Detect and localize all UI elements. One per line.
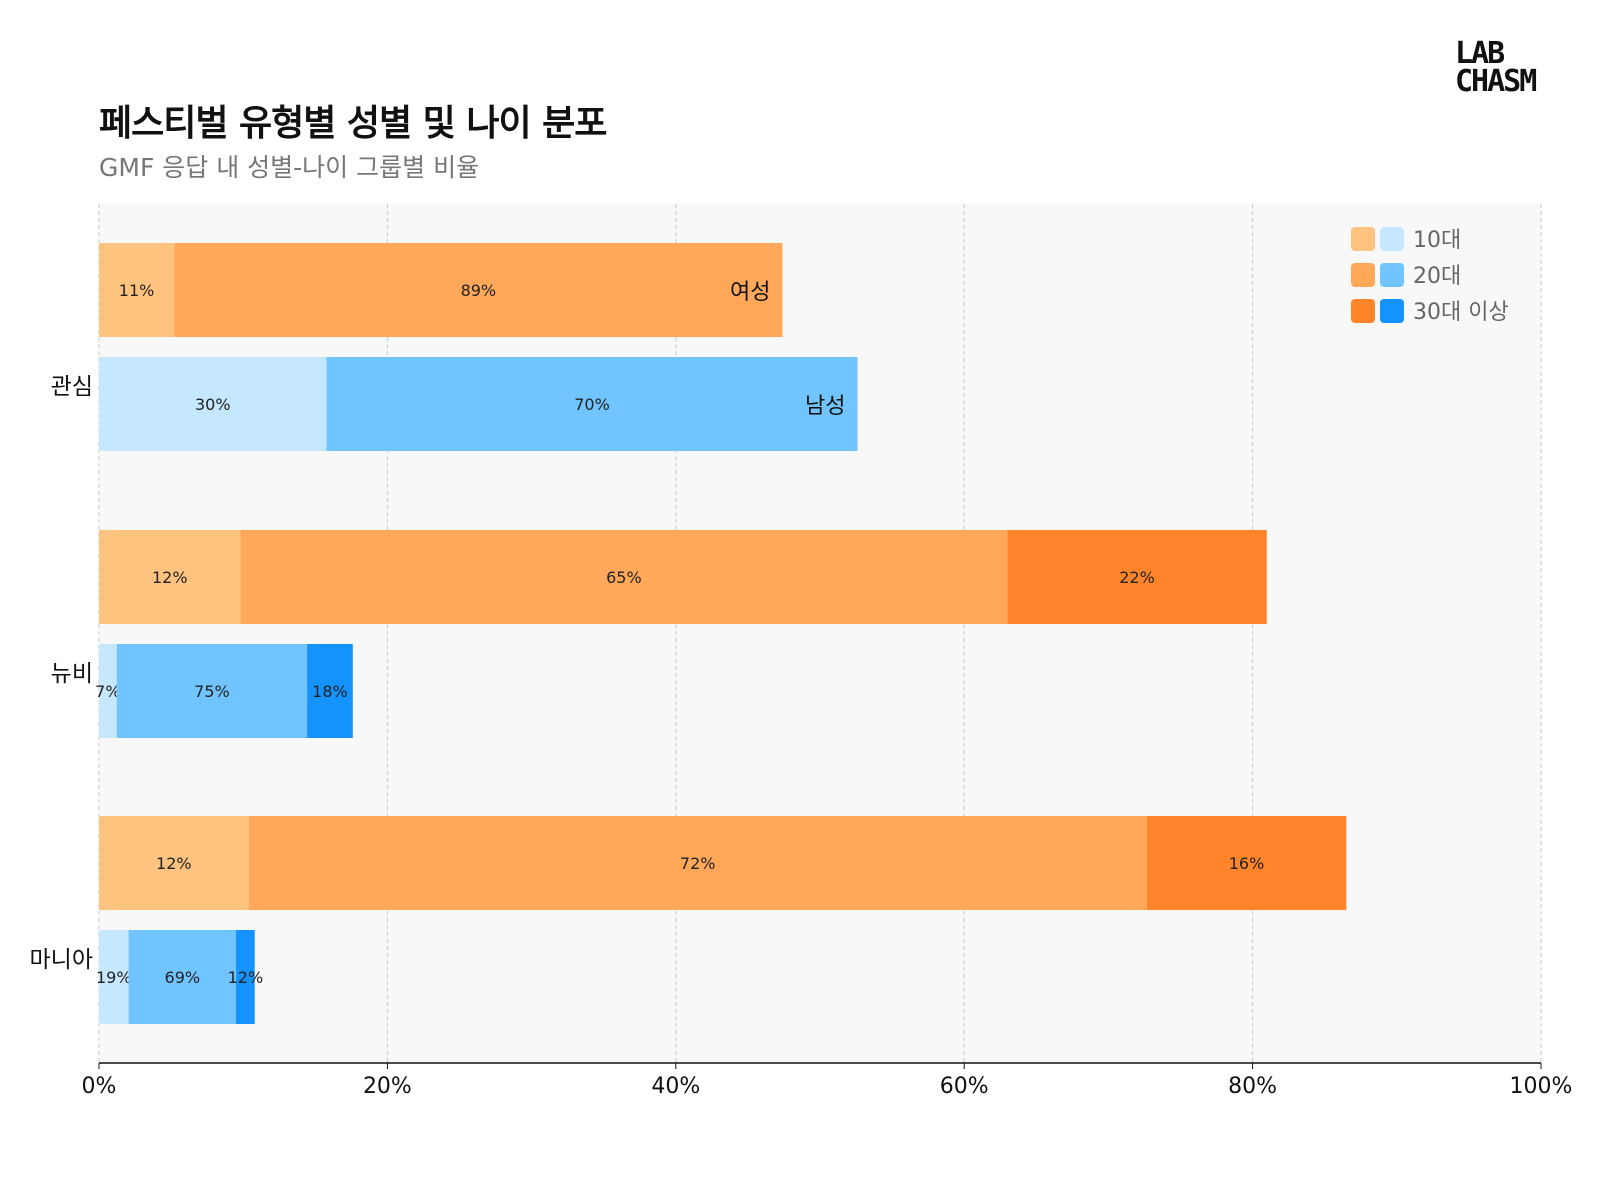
x-tick-label: 60%: [940, 1074, 989, 1099]
segment-label: 89%: [461, 281, 497, 300]
gender-label: 남성: [805, 394, 845, 419]
plot-background: [99, 204, 1541, 1063]
segment-label: 12%: [228, 968, 264, 987]
segment-label: 11%: [119, 281, 155, 300]
segment-label: 30%: [195, 395, 231, 414]
chart-title: 페스티벌 유형별 성별 및 나이 분포: [99, 103, 607, 144]
bar-segment-여성-20대: [174, 243, 783, 337]
legend-swatch-female: [1351, 227, 1375, 251]
bar-segment-남성-20대: [326, 357, 858, 451]
chart-subtitle: GMF 응답 내 성별-나이 그룹별 비율: [99, 153, 480, 182]
segment-label: 72%: [680, 854, 716, 873]
bar-segment-남성-10대: [99, 357, 327, 451]
legend-label: 20대: [1413, 264, 1461, 289]
x-tick-label: 100%: [1510, 1074, 1573, 1099]
legend-swatch-female: [1351, 263, 1375, 287]
legend-swatch-male: [1380, 299, 1404, 323]
x-tick-label: 0%: [82, 1074, 117, 1099]
x-tick-label: 80%: [1228, 1074, 1277, 1099]
segment-label: 70%: [574, 395, 610, 414]
bar-segment-여성-10대: [99, 243, 175, 337]
lab-chasm-logo: LAB CHASM: [1455, 36, 1537, 99]
x-tick-label: 20%: [363, 1074, 412, 1099]
bar-segment-남성-10대: [99, 930, 129, 1024]
y-category-label: 마니아: [30, 947, 93, 973]
segment-label: 12%: [152, 568, 188, 587]
legend-label: 30대 이상: [1413, 300, 1509, 325]
segment-label: 18%: [312, 682, 348, 701]
bar-segment-여성-20대: [240, 530, 1008, 624]
segment-label: 16%: [1229, 854, 1265, 873]
segment-label: 22%: [1119, 568, 1155, 587]
bar-segment-여성-10대: [99, 816, 249, 910]
bar-segment-여성-30대 이상: [1146, 816, 1347, 910]
y-category-label: 뉴비: [51, 661, 93, 687]
bar-segment-여성-20대: [248, 816, 1147, 910]
segment-label: 7%: [95, 682, 120, 701]
bar-segment-여성-30대 이상: [1007, 530, 1267, 624]
segment-label: 69%: [165, 968, 201, 987]
bar-segment-여성-10대: [99, 530, 241, 624]
y-category-label: 관심: [51, 374, 93, 400]
segment-label: 12%: [156, 854, 192, 873]
legend-swatch-male: [1380, 263, 1404, 287]
bar-segment-남성-30대 이상: [307, 644, 353, 738]
legend-label: 10대: [1413, 228, 1461, 253]
legend-swatch-female: [1351, 299, 1375, 323]
legend-swatch-male: [1380, 227, 1404, 251]
segment-label: 75%: [194, 682, 230, 701]
gender-label: 여성: [730, 280, 770, 305]
bar-segment-남성-10대: [99, 644, 117, 738]
segment-label: 65%: [606, 568, 642, 587]
x-tick-label: 40%: [651, 1074, 700, 1099]
bar-segment-남성-20대: [128, 930, 237, 1024]
bar-segment-남성-20대: [116, 644, 308, 738]
bar-segment-남성-30대 이상: [236, 930, 255, 1024]
segment-label: 19%: [96, 968, 132, 987]
